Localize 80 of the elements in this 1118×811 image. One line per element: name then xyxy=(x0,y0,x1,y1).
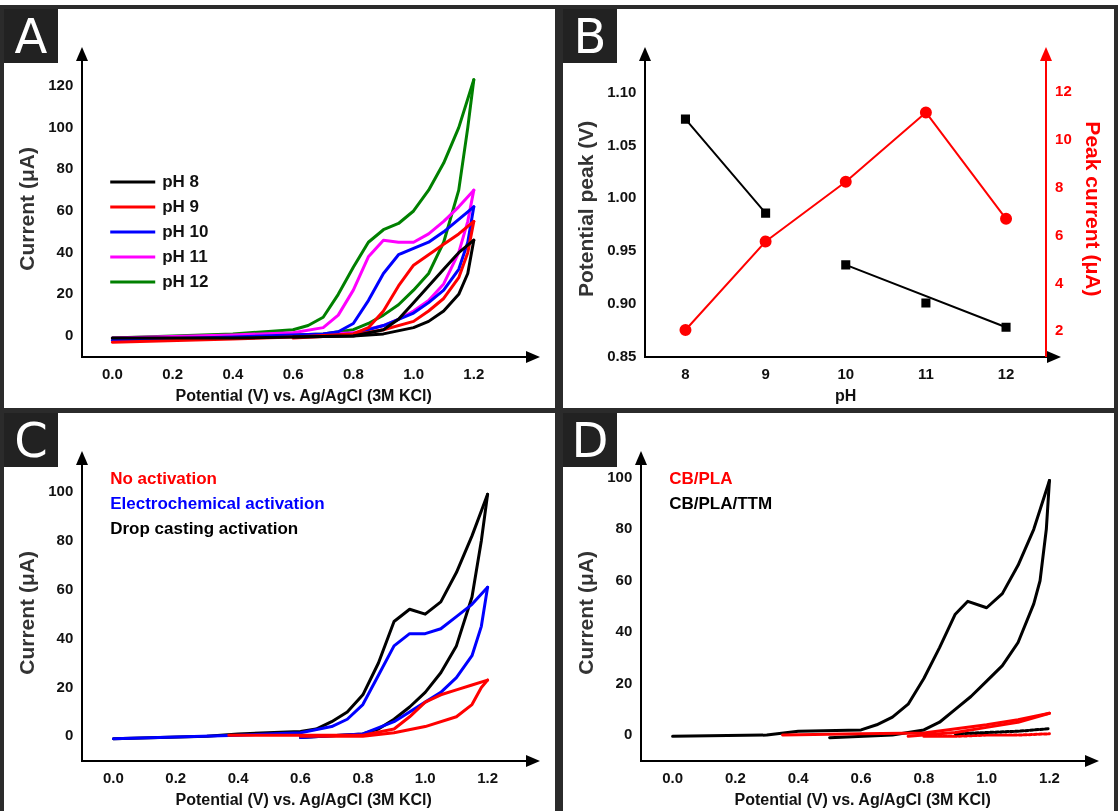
x-tick-label: 12 xyxy=(997,364,1015,382)
x-tick-label: 0.8 xyxy=(913,768,935,786)
y-tick-label: 60 xyxy=(56,201,74,219)
y-tick-label: 0.85 xyxy=(607,346,637,364)
y-tick-label: 1.05 xyxy=(607,135,637,153)
y2-tick-label: 6 xyxy=(1055,225,1064,243)
legend-label: pH 12 xyxy=(162,271,209,291)
x-tick-label: 1.2 xyxy=(477,768,499,786)
text: B xyxy=(563,8,617,64)
y2-tick-label: 4 xyxy=(1055,273,1065,291)
text: C xyxy=(4,412,58,468)
x-tick-label: 0.6 xyxy=(850,768,872,786)
text: A xyxy=(4,8,58,64)
y2-tick-label: 10 xyxy=(1055,130,1072,148)
y-tick-label: 100 xyxy=(48,482,74,500)
x-tick-label: 9 xyxy=(761,364,770,382)
y-tick-label: 80 xyxy=(56,159,74,177)
x-tick-label: 0.0 xyxy=(662,768,684,786)
y-axis-title: Current (μA) xyxy=(574,551,598,675)
text: CB/PLA xyxy=(669,468,733,488)
y-tick-label: 40 xyxy=(615,622,633,640)
text: Electrochemical activation xyxy=(110,493,325,513)
x-tick-label: 11 xyxy=(917,364,934,382)
text: Drop casting activation xyxy=(110,518,299,538)
y-tick-label: 20 xyxy=(56,677,74,695)
legend-label: pH 10 xyxy=(162,221,209,241)
y2-tick-label: 8 xyxy=(1055,177,1064,195)
y-tick-label: 0 xyxy=(623,725,633,743)
legend-label: pH 9 xyxy=(162,196,200,216)
legend-label: pH 11 xyxy=(162,246,208,266)
legend-label: pH 8 xyxy=(162,171,200,191)
x-tick-label: 0.2 xyxy=(162,364,184,382)
x-tick-label: 0.2 xyxy=(165,768,187,786)
x-axis-title: Potential (V) vs. Ag/AgCl (3M KCl) xyxy=(734,790,991,808)
y-tick-label: 0.90 xyxy=(607,294,637,312)
x-tick-label: 10 xyxy=(837,364,855,382)
x-tick-label: 1.0 xyxy=(414,768,436,786)
x-tick-label: 1.2 xyxy=(463,364,485,382)
y-tick-label: 40 xyxy=(56,628,74,646)
x-tick-label: 8 xyxy=(681,364,690,382)
y-tick-label: 100 xyxy=(607,468,633,485)
x-tick-label: 0.4 xyxy=(227,768,250,786)
x-axis-title: Potential (V) vs. Ag/AgCl (3M KCl) xyxy=(175,386,432,404)
y2-tick-label: 12 xyxy=(1055,82,1072,100)
x-tick-label: 0.4 xyxy=(787,768,810,786)
y-tick-label: 120 xyxy=(48,76,74,94)
y-tick-label: 1.10 xyxy=(607,82,637,100)
y-axis-title: Potential peak (V) xyxy=(574,120,598,297)
y-tick-label: 20 xyxy=(615,673,633,691)
x-tick-label: 1.0 xyxy=(403,364,424,382)
y-tick-label: 40 xyxy=(56,242,74,260)
text: CB/PLA/TTM xyxy=(669,493,773,513)
y2-tick-label: 2 xyxy=(1055,321,1064,339)
y2-axis-title: Peak current (μA) xyxy=(1081,121,1105,297)
x-tick-label: 0.8 xyxy=(342,364,364,382)
y-tick-label: 80 xyxy=(56,530,74,548)
x-tick-label: 0.0 xyxy=(102,768,124,786)
y-tick-label: 1.00 xyxy=(607,188,637,206)
y-tick-label: 20 xyxy=(56,284,74,302)
x-tick-label: 0.4 xyxy=(222,364,244,382)
x-tick-label: 0.8 xyxy=(352,768,374,786)
y-tick-label: 0.95 xyxy=(607,241,637,259)
x-tick-label: 0.6 xyxy=(290,768,311,786)
x-tick-label: 0.6 xyxy=(282,364,304,382)
x-tick-label: 0.2 xyxy=(725,768,746,786)
y-tick-label: 60 xyxy=(615,570,633,588)
x-tick-label: 1.2 xyxy=(1039,768,1060,786)
y-tick-label: 60 xyxy=(56,579,74,597)
text: D xyxy=(563,412,617,468)
y-tick-label: 0 xyxy=(64,726,74,744)
y-tick-label: 0 xyxy=(64,326,74,344)
y-axis-title: Current (μA) xyxy=(15,551,39,675)
y-tick-label: 100 xyxy=(48,117,74,135)
x-tick-label: 1.0 xyxy=(976,768,998,786)
y-axis-title: Current (μA) xyxy=(15,147,39,271)
text: No activation xyxy=(110,468,217,488)
x-axis-title: Potential (V) vs. Ag/AgCl (3M KCl) xyxy=(175,790,432,808)
x-tick-label: 0.0 xyxy=(101,364,123,382)
x-axis-title: pH xyxy=(835,386,857,404)
y-tick-label: 80 xyxy=(615,519,633,537)
